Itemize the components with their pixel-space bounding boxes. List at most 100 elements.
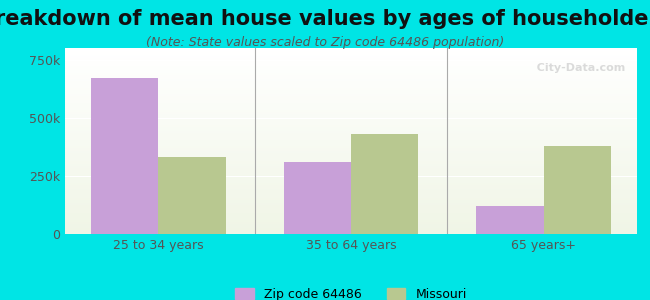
Bar [65, 197, 637, 199]
Bar [65, 98, 637, 100]
Bar [65, 232, 637, 234]
Bar [65, 167, 637, 169]
Bar [65, 214, 637, 215]
Bar [65, 67, 637, 68]
Bar [65, 107, 637, 110]
Bar [65, 59, 637, 61]
Bar [65, 152, 637, 154]
Bar [65, 172, 637, 175]
Bar [65, 104, 637, 106]
Bar [65, 121, 637, 122]
Bar [65, 175, 637, 176]
Bar [543, 146, 611, 234]
Bar [65, 83, 637, 85]
Bar [65, 163, 637, 165]
Bar [65, 160, 637, 161]
Bar [65, 230, 637, 232]
Bar [65, 171, 637, 172]
Bar [65, 141, 637, 143]
Bar [65, 117, 637, 119]
Bar [65, 48, 637, 50]
Bar [65, 221, 637, 223]
Bar [65, 158, 637, 160]
Bar [91, 78, 159, 234]
Bar [65, 113, 637, 115]
Bar [65, 154, 637, 156]
Bar [65, 124, 637, 126]
Bar [65, 96, 637, 98]
Bar [159, 157, 226, 234]
Bar [65, 186, 637, 188]
Bar [65, 110, 637, 111]
Text: Breakdown of mean house values by ages of householders: Breakdown of mean house values by ages o… [0, 9, 650, 29]
Bar [65, 195, 637, 197]
Text: City-Data.com: City-Data.com [529, 63, 625, 73]
Bar [65, 225, 637, 226]
Bar [65, 202, 637, 204]
Bar [65, 78, 637, 80]
Legend: Zip code 64486, Missouri: Zip code 64486, Missouri [230, 283, 472, 300]
Bar [65, 188, 637, 189]
Bar [65, 184, 637, 186]
Bar [65, 72, 637, 74]
Bar [65, 50, 637, 52]
Bar [65, 100, 637, 102]
Bar [65, 156, 637, 158]
Bar [65, 143, 637, 145]
Bar [65, 191, 637, 193]
Bar [351, 134, 419, 234]
Bar [65, 180, 637, 182]
Bar [65, 145, 637, 147]
Bar [65, 226, 637, 228]
Bar [65, 63, 637, 65]
Bar [65, 150, 637, 152]
Bar [65, 56, 637, 57]
Bar [65, 134, 637, 135]
Bar [65, 199, 637, 200]
Bar [65, 76, 637, 78]
Bar [65, 106, 637, 107]
Bar [65, 122, 637, 124]
Bar [65, 210, 637, 212]
Bar [65, 200, 637, 202]
Bar [65, 204, 637, 206]
Text: (Note: State values scaled to Zip code 64486 population): (Note: State values scaled to Zip code 6… [146, 36, 504, 49]
Bar [65, 165, 637, 167]
Bar [65, 126, 637, 128]
Bar [65, 228, 637, 230]
Bar [65, 223, 637, 225]
Bar [65, 87, 637, 89]
Bar [65, 208, 637, 210]
Bar [65, 137, 637, 139]
Bar [476, 206, 543, 234]
Bar [65, 61, 637, 63]
Bar [65, 115, 637, 117]
Bar [65, 70, 637, 72]
Bar [65, 93, 637, 94]
Bar [65, 111, 637, 113]
Bar [65, 94, 637, 96]
Bar [65, 206, 637, 208]
Bar [65, 193, 637, 195]
Bar [283, 162, 351, 234]
Bar [65, 182, 637, 184]
Bar [65, 130, 637, 132]
Bar [65, 148, 637, 150]
Bar [65, 102, 637, 104]
Bar [65, 85, 637, 87]
Bar [65, 68, 637, 70]
Bar [65, 52, 637, 54]
Bar [65, 219, 637, 221]
Bar [65, 169, 637, 171]
Bar [65, 119, 637, 121]
Bar [65, 217, 637, 219]
Bar [65, 212, 637, 214]
Bar [65, 189, 637, 191]
Bar [65, 82, 637, 83]
Bar [65, 80, 637, 82]
Bar [65, 176, 637, 178]
Bar [65, 161, 637, 163]
Bar [65, 57, 637, 59]
Bar [65, 91, 637, 93]
Bar [65, 54, 637, 56]
